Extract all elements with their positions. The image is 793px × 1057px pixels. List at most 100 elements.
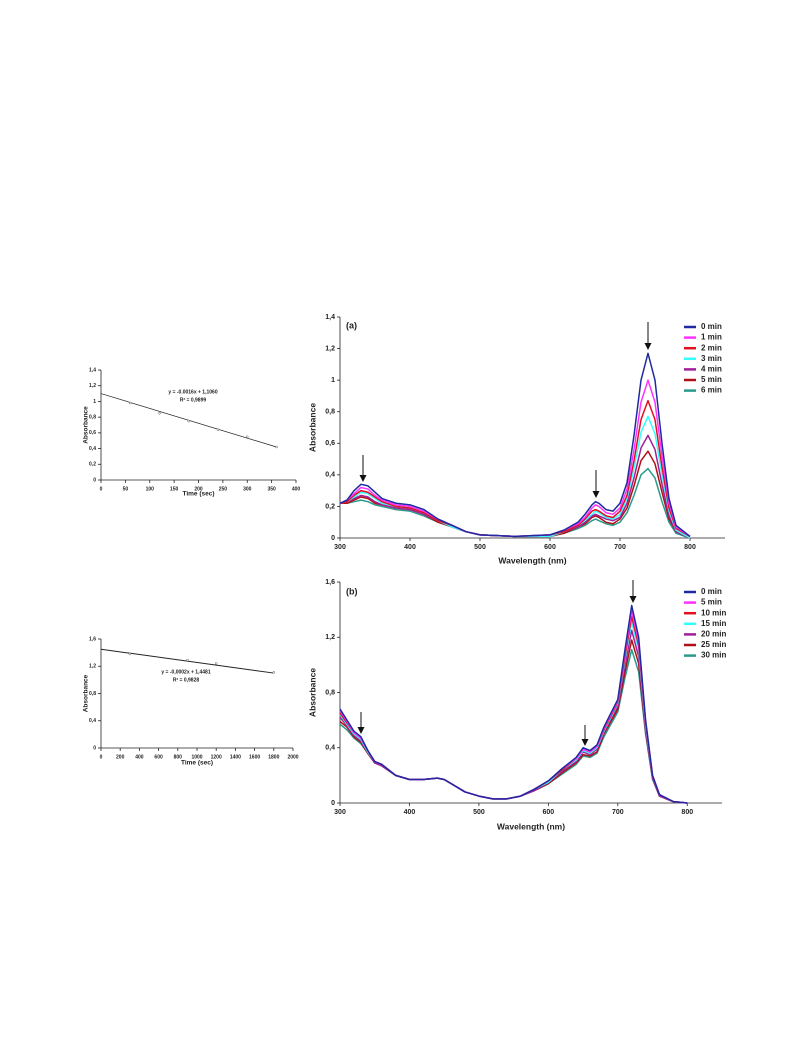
legend-label: 6 min [701, 386, 722, 395]
legend-label: 1 min [701, 333, 722, 342]
y-tick-label: 1,4 [89, 367, 96, 373]
series-line [339, 352, 691, 538]
legend-label: 4 min [701, 365, 722, 374]
point [186, 658, 189, 662]
x-tick-label: 2000 [287, 754, 298, 760]
legend-label: 5 min [701, 598, 722, 607]
panel-title: (b) [346, 586, 358, 596]
x-tick-label: 800 [681, 809, 693, 816]
series-line [339, 415, 691, 539]
x-axis-label: Time (sec) [181, 760, 213, 767]
legend-label: 30 min [701, 651, 726, 660]
legend-label: 5 min [701, 375, 722, 384]
y-tick-label: 1,2 [325, 345, 335, 352]
x-tick-label: 0 [100, 486, 103, 492]
point [158, 411, 161, 415]
x-tick-label: 300 [334, 809, 346, 816]
annotation: y = -0.0016x + 1,1060 [168, 389, 217, 395]
y-axis-label: Absorbance [307, 668, 317, 717]
x-tick-label: 500 [473, 809, 485, 816]
point [275, 445, 278, 449]
y-tick-label: 0,4 [325, 745, 335, 752]
y-tick-label: 0,8 [325, 409, 335, 416]
x-tick-label: 400 [404, 809, 416, 816]
x-tick-label: 400 [292, 486, 301, 492]
y-tick-label: 1,4 [325, 314, 335, 321]
x-tick-label: 500 [474, 544, 486, 551]
y-axis-label: Absorbance [307, 403, 317, 452]
x-tick-label: 250 [219, 486, 228, 492]
x-tick-label: 300 [243, 486, 252, 492]
x-axis-label: Wavelength (nm) [498, 555, 566, 565]
x-tick-label: 300 [334, 544, 346, 551]
arrow [357, 712, 365, 734]
arrow [359, 455, 367, 482]
legend-label: 25 min [701, 640, 726, 649]
series-line [339, 604, 688, 804]
x-axis-label: Time (sec) [182, 491, 214, 498]
x-tick-label: 800 [684, 544, 696, 551]
y-tick-label: 1,6 [89, 636, 96, 642]
x-tick-label: 200 [116, 754, 125, 760]
arrow [644, 322, 652, 350]
x-tick-label: 0 [100, 754, 103, 760]
y-tick-label: 0 [93, 477, 96, 483]
x-axis-label: Wavelength (nm) [497, 821, 565, 831]
point [128, 652, 132, 656]
y-tick-label: 0,4 [89, 446, 96, 452]
series-line [339, 648, 688, 804]
x-tick-label: 1000 [191, 754, 202, 760]
point [216, 428, 220, 431]
y-tick-label: 1,2 [89, 664, 96, 670]
x-tick-label: 600 [154, 754, 163, 760]
x-tick-label: 400 [135, 754, 144, 760]
point [272, 671, 276, 674]
point [214, 662, 218, 665]
y-tick-label: 1 [93, 399, 96, 405]
arrow [581, 725, 589, 746]
series-line [339, 399, 691, 538]
series-line [339, 629, 688, 804]
x-tick-label: 50 [123, 486, 129, 492]
y-tick-label: 0 [93, 745, 96, 751]
x-tick-label: 350 [267, 486, 276, 492]
legend-label: 10 min [701, 608, 726, 617]
y-axis-label: Absorbance [83, 674, 90, 712]
y-axis-label: Absorbance [83, 406, 90, 444]
y-tick-label: 0,2 [325, 503, 335, 510]
arrow [629, 580, 637, 603]
x-tick-label: 1800 [268, 754, 279, 760]
x-tick-label: 600 [544, 544, 556, 551]
y-tick-label: 0,2 [89, 462, 96, 468]
x-tick-label: 100 [146, 486, 155, 492]
x-tick-label: 800 [174, 754, 183, 760]
y-tick-label: 0,8 [89, 414, 96, 420]
point [129, 401, 132, 405]
y-tick-label: 0,8 [325, 689, 335, 696]
x-tick-label: 1400 [230, 754, 241, 760]
x-tick-label: 400 [404, 544, 416, 551]
y-tick-label: 0 [331, 535, 335, 542]
legend-label: 15 min [701, 619, 726, 628]
x-tick-label: 1200 [211, 754, 222, 760]
x-tick-label: 700 [612, 809, 624, 816]
x-tick-label: 150 [170, 486, 179, 492]
legend-label: 2 min [701, 343, 722, 352]
y-tick-label: 1,2 [89, 383, 96, 389]
legend-label: 0 min [701, 587, 722, 596]
point [187, 419, 190, 423]
annotation: R² = 0,9828 [173, 677, 199, 683]
y-tick-label: 0,4 [89, 718, 96, 724]
y-tick-label: 1,2 [325, 634, 335, 641]
x-tick-label: 600 [543, 809, 555, 816]
y-tick-label: 0,6 [325, 440, 335, 447]
y-tick-label: 0,4 [325, 472, 335, 479]
legend-label: 3 min [701, 354, 722, 363]
y-tick-label: 1,6 [325, 579, 335, 586]
y-tick-label: 0 [331, 800, 335, 807]
arrow [592, 470, 600, 498]
annotation: y = -0,0002x + 1,4481 [161, 669, 210, 675]
x-tick-label: 700 [614, 544, 626, 551]
